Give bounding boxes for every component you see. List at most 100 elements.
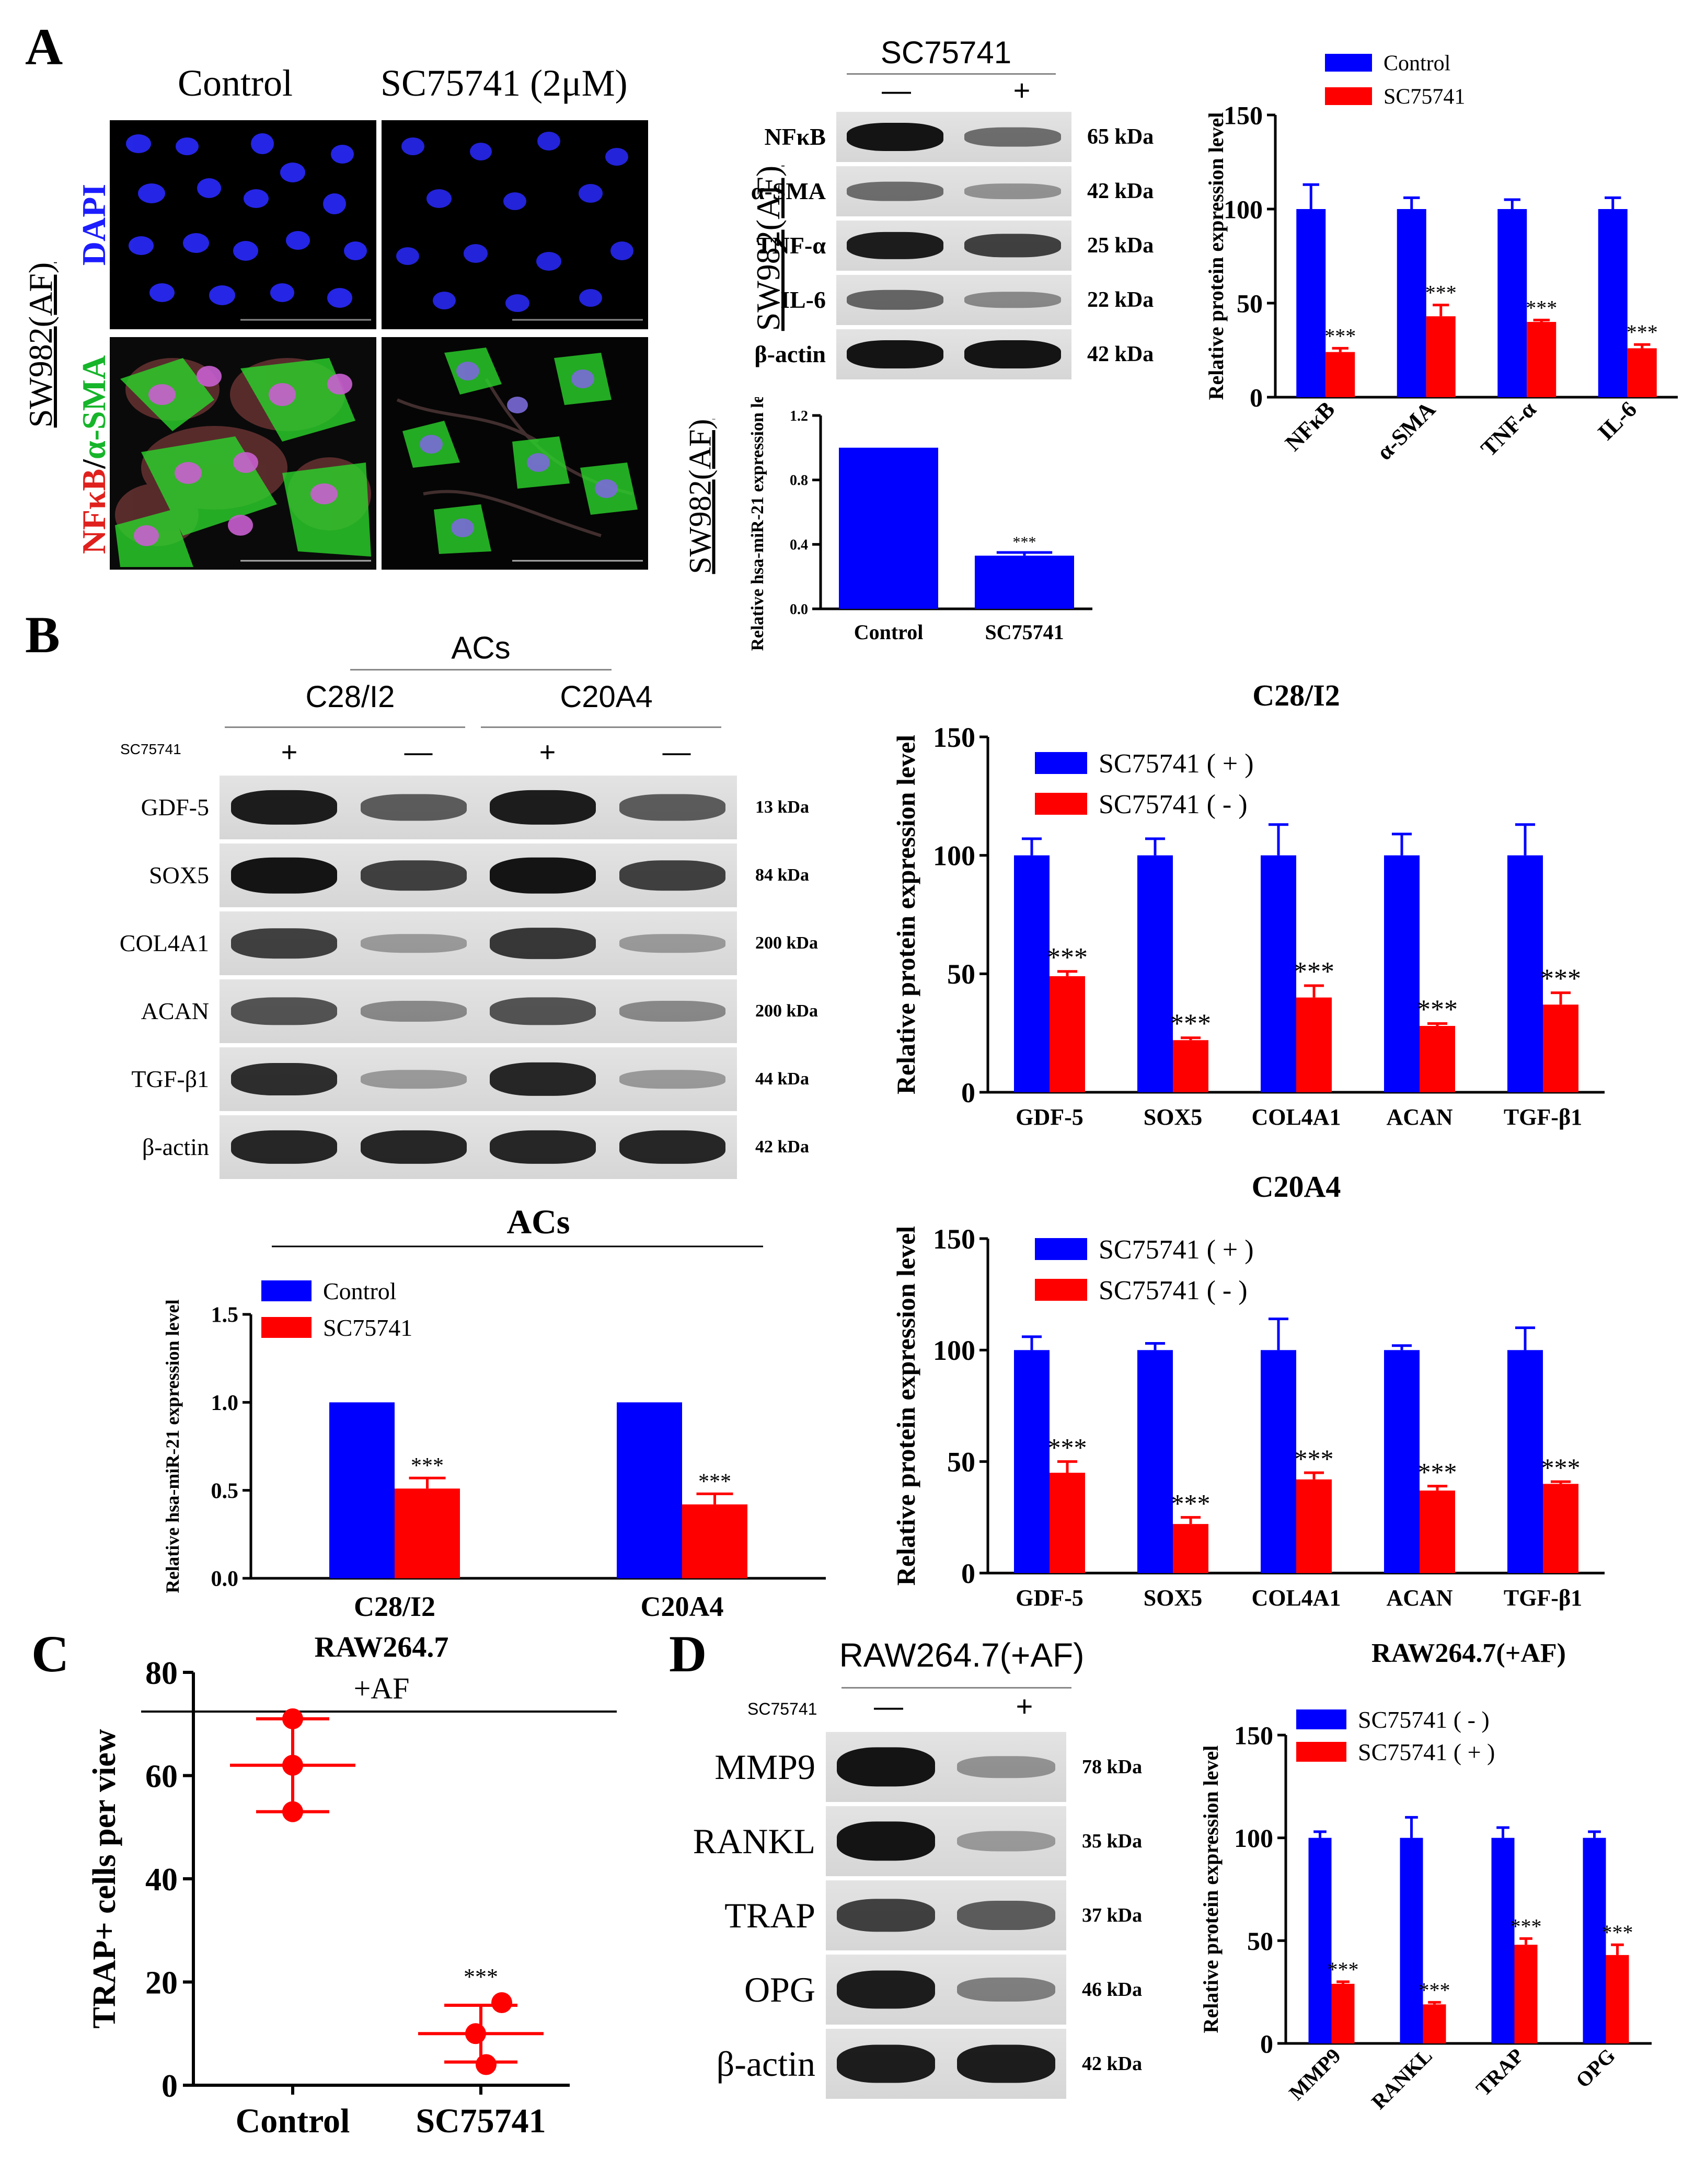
y-axis-label: Relative protein expression level: [891, 735, 920, 1094]
wb-band: [490, 928, 596, 959]
wb-band: [231, 928, 338, 958]
a-wb-minus: —: [882, 74, 911, 107]
legend-swatch: [1296, 1709, 1346, 1729]
bar: [1491, 1838, 1515, 2043]
wb-band: [956, 1977, 1056, 2002]
wb-band-strip: [836, 329, 1071, 379]
wb-band: [360, 860, 467, 891]
legend-swatch: [1035, 1279, 1087, 1301]
significance-mark: ***: [1013, 534, 1036, 551]
micro-merge-treated-image: [382, 337, 648, 570]
wb-row-label: OPG: [744, 1970, 815, 2009]
micro-dapi-control-image: [110, 120, 376, 329]
y-tick-label: 0.5: [211, 1479, 239, 1503]
a-wb-treatment: SC75741: [880, 35, 1012, 70]
wb-band: [490, 1062, 596, 1096]
wb-row-label: ACAN: [141, 998, 209, 1024]
wb-row-label: IL-6: [780, 286, 826, 313]
wb-band: [964, 340, 1061, 368]
bar: [1426, 316, 1456, 397]
significance-mark: ***: [1047, 943, 1088, 973]
wb-band: [231, 857, 338, 894]
d-wb-treatment: SC75741: [747, 1700, 817, 1718]
wb-band-strip: [836, 221, 1071, 271]
b-wb-lane-sign: +: [539, 736, 556, 768]
stain-separator: /: [75, 459, 112, 469]
x-tick-label: Control: [236, 2102, 350, 2140]
legend-label: SC75741 ( + ): [1099, 749, 1254, 779]
legend-swatch: [1035, 752, 1087, 774]
b-wb-line2: C20A4: [560, 680, 653, 714]
bar: [1308, 1838, 1332, 2043]
b-wb-lane-sign: —: [404, 736, 433, 768]
y-tick-label: 1.2: [790, 408, 808, 424]
bar: [839, 447, 938, 609]
legend-label: SC75741 ( - ): [1099, 790, 1248, 819]
wb-band: [490, 857, 596, 894]
d-western-blot: MMP9 78 kDa RANKL 35 kDa TRAP 37 kDa OPG 46 kDa…: [669, 1730, 1171, 2127]
wb-band: [619, 860, 725, 891]
significance-mark: ***: [1171, 1488, 1211, 1518]
b-wb-line2-rule: [481, 726, 721, 728]
bar: [1261, 1350, 1296, 1573]
b-wb-line1-rule: [225, 726, 465, 728]
micro-merge-label: NFκB/α-SMA: [75, 355, 113, 554]
y-tick-label: 0.8: [790, 472, 808, 489]
micro-merge-control-image: [110, 337, 376, 570]
wb-band: [231, 790, 338, 825]
wb-band-strip: [826, 2029, 1066, 2099]
legend-label: SC75741 ( - ): [1358, 1706, 1490, 1733]
bar: [1423, 2004, 1446, 2043]
micro-row-labels: SW982(AF) DAPI NFκB/α-SMA: [16, 120, 120, 570]
bar: [1400, 1838, 1423, 2043]
bar: [617, 1402, 682, 1578]
wb-band-strip: [220, 911, 737, 975]
wb-band: [847, 181, 943, 201]
a-mir21-chart: 0.0 0.4 0.8 1.2 Relative hsa-miR-21 expressi…: [748, 397, 1092, 651]
panel-label-b: B: [25, 606, 60, 664]
bar: [1050, 1473, 1085, 1573]
legend-swatch: [261, 1280, 312, 1301]
bar: [1397, 209, 1426, 397]
y-tick-label: 100: [1224, 195, 1263, 224]
wb-row-label: SOX5: [148, 862, 209, 888]
bar: [1543, 1484, 1578, 1573]
legend-swatch: [1325, 87, 1372, 105]
y-tick-label: 0.0: [790, 602, 808, 618]
wb-kda-label: 35 kDa: [1082, 1830, 1143, 1852]
micro-dapi-treated-image: [382, 120, 648, 329]
chart-title: C28/I2: [1252, 678, 1340, 712]
significance-mark: ***: [411, 1454, 444, 1478]
x-tick-label: COL4A1: [1251, 1585, 1341, 1611]
wb-band: [836, 1899, 936, 1932]
significance-mark: ***: [1328, 1958, 1359, 1981]
bar: [1325, 352, 1355, 397]
wb-band-strip: [826, 1806, 1066, 1876]
significance-mark: ***: [1602, 1921, 1633, 1944]
y-tick-label: 100: [1234, 1823, 1273, 1853]
chart-title: C20A4: [1252, 1170, 1341, 1204]
bar: [1137, 1350, 1173, 1573]
wb-band: [847, 340, 943, 368]
bar: [1384, 855, 1420, 1092]
wb-kda-label: 200 kDa: [755, 933, 818, 953]
significance-mark: ***: [698, 1470, 731, 1494]
bar: [1050, 976, 1085, 1092]
significance-mark: ***: [1627, 320, 1658, 344]
x-tick-label: IL-6: [1593, 396, 1641, 445]
wb-band: [619, 1000, 725, 1022]
bar: [1598, 209, 1628, 397]
bar: [1497, 209, 1527, 397]
wb-band: [964, 292, 1061, 308]
wb-band: [964, 234, 1061, 258]
b-wb-line1: C28/I2: [305, 680, 395, 714]
micro-col-treatment: SC75741 (2μM): [381, 62, 628, 104]
wb-kda-label: 42 kDa: [1082, 2053, 1143, 2075]
c-subtitle: +AF: [354, 1671, 410, 1705]
bar: [1514, 1945, 1538, 2043]
y-tick-label: 150: [933, 722, 975, 753]
wb-kda-label: 13 kDa: [755, 798, 809, 817]
b-wb-acs: ACs: [451, 630, 511, 665]
wb-band: [836, 1747, 936, 1787]
